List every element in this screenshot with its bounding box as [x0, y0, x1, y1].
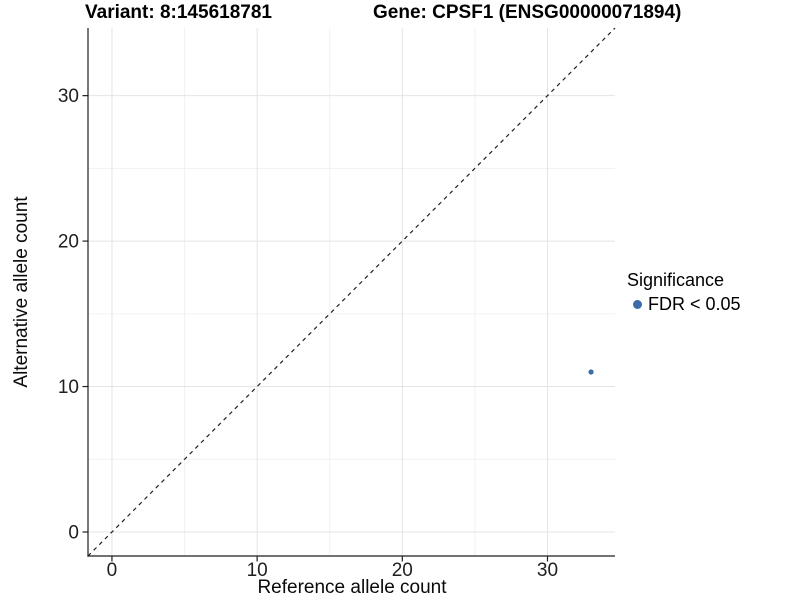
y-tick-label: 10 — [58, 377, 79, 398]
data-point — [588, 369, 594, 375]
plot-title-gene: Gene: CPSF1 (ENSG00000071894) — [373, 2, 682, 23]
y-tick-label: 0 — [68, 523, 79, 544]
y-tick-label: 20 — [58, 232, 79, 253]
y-tick-label: 30 — [58, 86, 79, 107]
x-tick-label: 30 — [537, 560, 558, 581]
x-tick-label: 20 — [392, 560, 413, 581]
identity-line — [87, 27, 616, 557]
x-tick-label: 0 — [107, 560, 118, 581]
y-axis-title: Alternative allele count — [11, 196, 32, 388]
legend-item: FDR < 0.05 — [633, 294, 741, 315]
plot-title-variant: Variant: 8:145618781 — [85, 2, 272, 23]
legend-marker-circle-icon — [633, 300, 642, 309]
legend-item-label: FDR < 0.05 — [648, 294, 741, 314]
legend: Significance FDR < 0.05 — [627, 270, 741, 315]
x-axis-title: Reference allele count — [257, 577, 447, 598]
legend-title: Significance — [627, 270, 725, 290]
x-tick-label: 10 — [247, 560, 268, 581]
